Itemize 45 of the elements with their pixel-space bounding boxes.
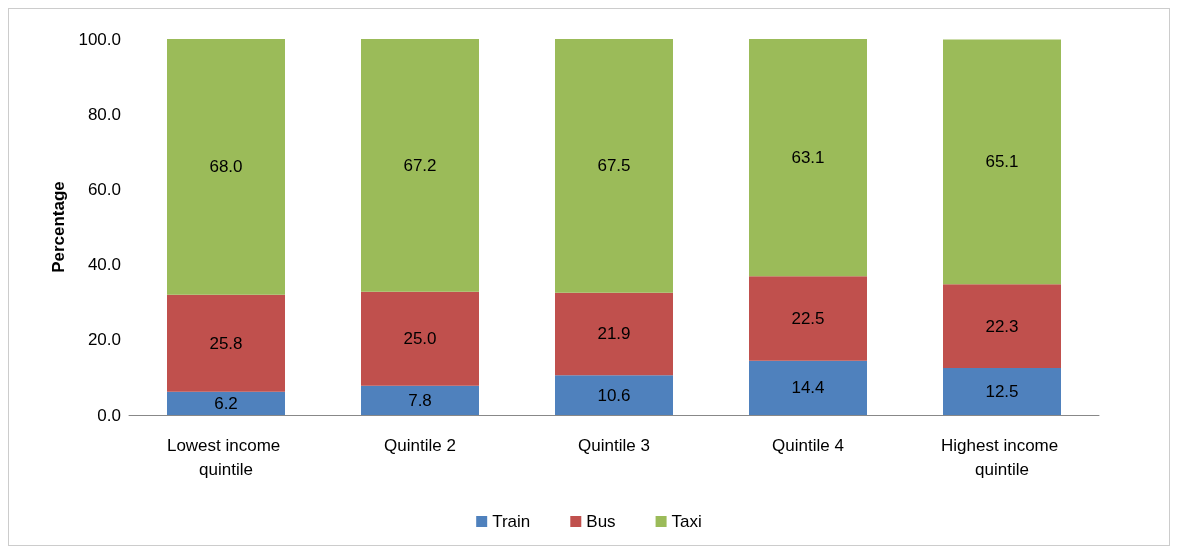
bar — [167, 39, 285, 295]
data-label: 12.5 — [985, 382, 1019, 401]
legend-label: Train — [492, 512, 531, 531]
bar — [361, 39, 479, 292]
data-label: 22.3 — [985, 316, 1019, 336]
y-tick-label: 100.0 — [78, 29, 121, 49]
y-axis-title: Percentage — [49, 181, 68, 273]
y-tick-label: 0.0 — [97, 405, 121, 425]
x-tick-label: Quintile 4 — [772, 435, 844, 455]
bar — [555, 292, 673, 376]
data-label: 67.5 — [597, 156, 631, 176]
data-label: 14.4 — [791, 378, 825, 398]
data-label: 7.8 — [408, 390, 432, 410]
x-tick-label: Quintile 2 — [384, 435, 456, 455]
x-tick-label: Quintile 3 — [578, 435, 650, 455]
y-tick-label: 40.0 — [87, 255, 121, 275]
bar — [167, 294, 285, 392]
data-label: 25.0 — [403, 329, 437, 349]
y-tick-label: 20.0 — [87, 330, 121, 350]
bar — [361, 385, 479, 415]
bar — [555, 39, 673, 293]
bar — [167, 391, 285, 415]
data-label: 65.1 — [985, 152, 1019, 172]
bar — [749, 39, 867, 277]
data-label: 25.8 — [209, 333, 243, 353]
data-label: 6.2 — [214, 393, 238, 413]
bar — [943, 368, 1061, 415]
legend-label: Bus — [586, 512, 616, 531]
data-label: 63.1 — [791, 148, 825, 168]
x-tick-label: Highest income quintile — [941, 435, 1063, 479]
y-tick-label: 60.0 — [87, 179, 121, 199]
bar — [749, 360, 867, 415]
data-label: 68.0 — [209, 157, 243, 177]
data-label: 10.6 — [597, 385, 631, 405]
bar — [943, 39, 1061, 285]
bar — [361, 291, 479, 386]
bar — [749, 276, 867, 361]
bar — [943, 284, 1061, 368]
y-tick-label: 80.0 — [87, 104, 121, 124]
legend-label: Taxi — [671, 512, 702, 531]
data-label: 21.9 — [597, 324, 631, 344]
data-label: 67.2 — [403, 155, 437, 175]
x-tick-label: Lowest income quintile — [166, 435, 286, 479]
bar — [555, 375, 673, 415]
data-label: 22.5 — [791, 309, 825, 329]
